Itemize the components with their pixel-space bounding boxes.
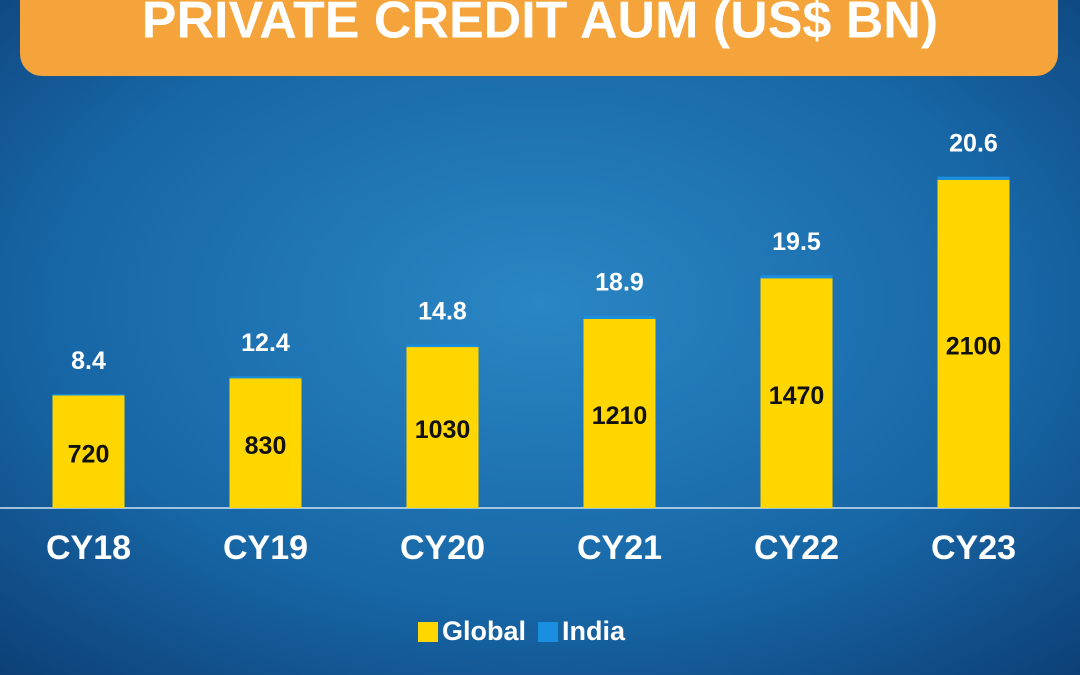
bar-segment [229,378,302,508]
x-tick-label: CY18 [46,529,131,567]
x-tick-label: CY22 [754,529,839,567]
value-label: 20.6 [949,129,998,157]
x-tick-label: CY23 [931,529,1016,567]
x-tick-label: CY20 [400,529,485,567]
value-label: 1470 [769,382,825,410]
x-tick-label: CY19 [223,529,308,567]
value-label: 830 [245,432,287,460]
legend-swatch [418,622,438,642]
title-banner [20,0,1058,76]
bar-segment [583,318,656,508]
value-label: 12.4 [241,329,290,357]
value-label: 720 [68,440,110,468]
bar-segment [760,275,833,279]
chart-title: PRIVATE CREDIT AUM (US$ BN) [142,0,938,50]
value-label: 1210 [592,402,648,430]
value-label: 14.8 [418,297,467,325]
legend-label: India [562,616,626,646]
bar-segment [583,315,656,319]
value-label: 8.4 [71,347,106,375]
bar-segment [760,278,833,508]
value-label: 18.9 [595,269,644,297]
bar-segment [229,376,302,379]
bar-segment [406,344,479,348]
value-label: 2100 [946,333,1002,361]
bar-segment [937,176,1010,180]
bar-segment [52,394,125,396]
bar-segment [52,395,125,508]
x-tick-label: CY21 [577,529,662,567]
value-label: 1030 [415,416,471,444]
bar-segment [406,347,479,508]
legend-label: Global [442,616,526,646]
legend-swatch [538,622,559,642]
value-label: 19.5 [772,228,821,256]
bar-segment [937,179,1010,508]
